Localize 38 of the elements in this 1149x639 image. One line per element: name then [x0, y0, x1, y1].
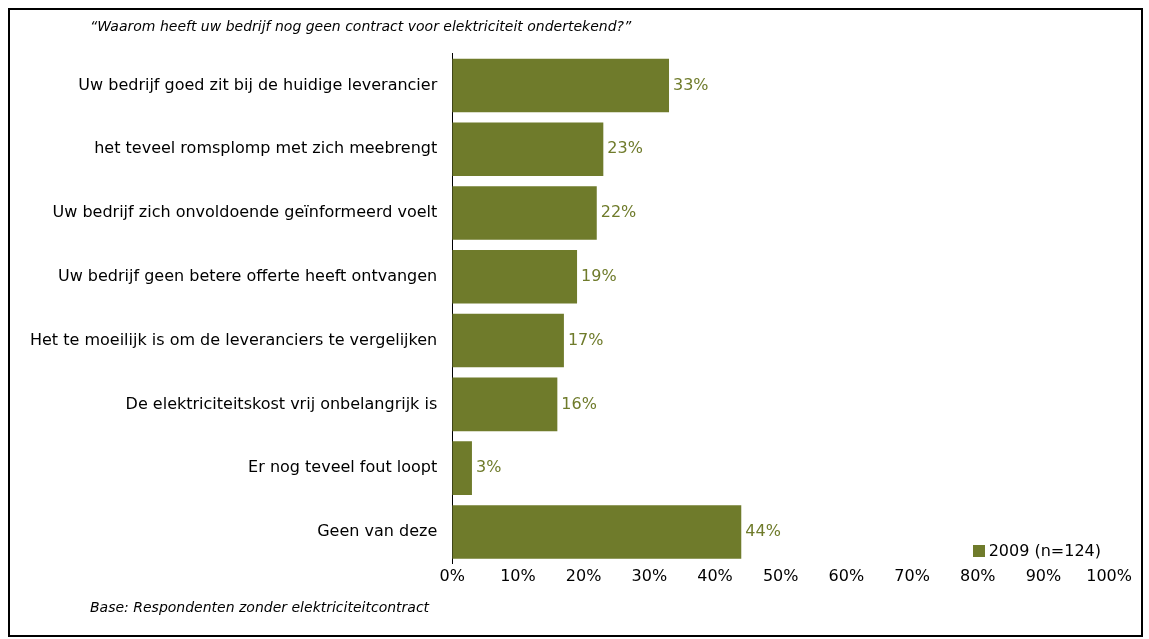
bar: [452, 505, 742, 559]
y-tick-label: Er nog teveel fout loopt: [248, 457, 438, 477]
data-label: 23%: [607, 138, 643, 158]
data-label: 16%: [561, 393, 597, 413]
bar: [452, 186, 597, 240]
x-tick-label: 90%: [1025, 565, 1062, 585]
x-tick-label: 0%: [439, 565, 465, 585]
data-label: 44%: [745, 521, 781, 541]
legend-label: 2009 (n=124): [988, 541, 1101, 560]
x-tick-label: 50%: [762, 565, 799, 585]
y-tick-label: Uw bedrijf zich onvoldoende geïnformeerd voelt: [52, 202, 438, 222]
bar: [452, 313, 564, 368]
x-tick-label: 20%: [565, 565, 602, 585]
x-tick-label: 10%: [500, 565, 536, 585]
text: Base: Respondenten zonder elektriciteitcontract: [90, 599, 431, 615]
bar: [452, 377, 558, 432]
x-tick-label: 30%: [631, 565, 668, 585]
x-tick-label: 80%: [959, 565, 996, 585]
y-tick-label: De elektriciteitskost vrij onbelangrijk is: [125, 393, 438, 413]
bar: [452, 122, 604, 177]
x-tick-label: 60%: [828, 565, 865, 585]
y-tick-label: Uw bedrijf goed zit bij de huidige leverancier: [78, 74, 438, 94]
bar: [452, 58, 670, 113]
x-tick-label: 70%: [894, 565, 930, 585]
y-tick-label: Het te moeilijk is om de leveranciers te vergelijken: [29, 329, 438, 349]
bar: [452, 250, 578, 304]
bar: [452, 441, 472, 495]
data-label: 19%: [581, 265, 617, 285]
data-label: 3%: [475, 457, 502, 477]
y-tick-label: het teveel romsplomp met zich meebrengt: [94, 138, 438, 158]
x-tick-label: 100%: [1086, 565, 1132, 585]
y-tick-label: Uw bedrijf geen betere offerte heeft ontvangen: [57, 265, 438, 285]
x-tick-label: 40%: [697, 565, 733, 585]
y-tick-label: Geen van deze: [317, 521, 438, 541]
data-label: 22%: [600, 202, 637, 222]
chart-subtitle: “Waarom heeft uw bedrijf nog geen contract voor elektriciteit ondertekend?”: [90, 18, 633, 34]
data-label: 33%: [673, 74, 709, 94]
data-label: 17%: [567, 329, 604, 349]
